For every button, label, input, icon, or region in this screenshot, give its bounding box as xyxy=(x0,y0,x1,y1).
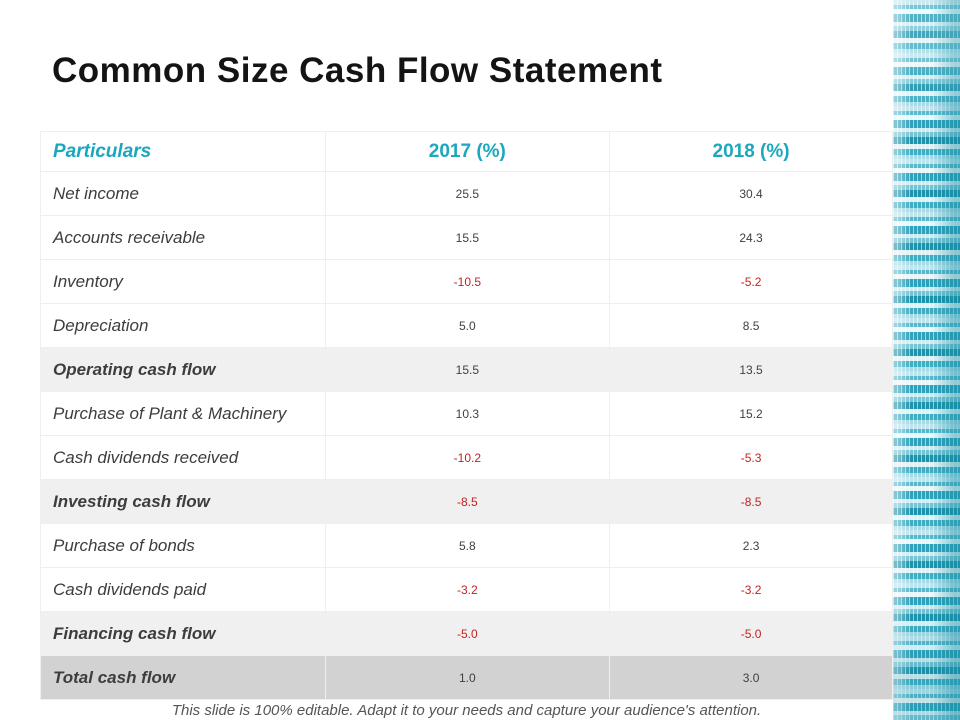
row-value: -3.2 xyxy=(609,567,893,612)
table-row: Net income 25.5 30.4 xyxy=(40,171,893,216)
column-header-2018: 2018 (%) xyxy=(609,131,893,172)
row-value: 25.5 xyxy=(324,171,611,216)
row-label: Accounts receivable xyxy=(40,215,326,260)
row-value: -10.2 xyxy=(324,435,611,480)
table-row: Investing cash flow -8.5 -8.5 xyxy=(40,479,893,524)
row-value: 10.3 xyxy=(324,391,611,436)
row-value: 24.3 xyxy=(609,215,893,260)
row-label: Total cash flow xyxy=(40,655,326,700)
row-value: 15.5 xyxy=(324,347,611,392)
row-value: 8.5 xyxy=(609,303,893,348)
editable-note: This slide is 100% editable. Adapt it to… xyxy=(171,702,762,719)
row-value: -5.0 xyxy=(324,611,611,656)
table-row: Cash dividends received -10.2 -5.3 xyxy=(40,435,893,480)
table-row: Purchase of Plant & Machinery 10.3 15.2 xyxy=(40,391,893,436)
row-label: Cash dividends paid xyxy=(40,567,326,612)
row-label: Purchase of bonds xyxy=(40,523,326,568)
table-row: Purchase of bonds 5.8 2.3 xyxy=(40,523,893,568)
table-body: Net income 25.5 30.4 Accounts receivable 15.… xyxy=(40,171,893,700)
page-title: Common Size Cash Flow Statement xyxy=(52,51,663,91)
table-row: Depreciation 5.0 8.5 xyxy=(40,303,893,348)
row-value: 15.5 xyxy=(324,215,611,260)
row-value: 5.8 xyxy=(324,523,611,568)
row-value: 5.0 xyxy=(324,303,611,348)
table-row: Accounts receivable 15.5 24.3 xyxy=(40,215,893,260)
row-value: 1.0 xyxy=(324,655,611,700)
row-value: -3.2 xyxy=(324,567,611,612)
table-row: Inventory -10.5 -5.2 xyxy=(40,259,893,304)
row-label: Net income xyxy=(40,171,326,216)
row-value: -8.5 xyxy=(324,479,611,524)
row-value: 30.4 xyxy=(609,171,893,216)
row-value: -10.5 xyxy=(324,259,611,304)
coin-stack-image xyxy=(893,0,960,720)
row-label: Cash dividends received xyxy=(40,435,326,480)
row-label: Depreciation xyxy=(40,303,326,348)
cash-flow-table: Particulars 2017 (%) 2018 (%) Net income… xyxy=(40,131,893,700)
row-value: -8.5 xyxy=(609,479,893,524)
row-value: -5.0 xyxy=(609,611,893,656)
row-value: 3.0 xyxy=(609,655,893,700)
row-value: 13.5 xyxy=(609,347,893,392)
row-label: Inventory xyxy=(40,259,326,304)
row-value: -5.2 xyxy=(609,259,893,304)
row-value: 2.3 xyxy=(609,523,893,568)
column-header-2017: 2017 (%) xyxy=(324,131,611,172)
table-row: Cash dividends paid -3.2 -3.2 xyxy=(40,567,893,612)
row-value: 15.2 xyxy=(609,391,893,436)
row-value: -5.3 xyxy=(609,435,893,480)
table-row: Financing cash flow -5.0 -5.0 xyxy=(40,611,893,656)
table-row: Operating cash flow 15.5 13.5 xyxy=(40,347,893,392)
row-label: Financing cash flow xyxy=(40,611,326,656)
row-label: Investing cash flow xyxy=(40,479,326,524)
table-row: Total cash flow 1.0 3.0 xyxy=(40,655,893,700)
table-header-row: Particulars 2017 (%) 2018 (%) xyxy=(40,131,893,172)
column-header-particulars: Particulars xyxy=(40,131,326,172)
row-label: Operating cash flow xyxy=(40,347,326,392)
row-label: Purchase of Plant & Machinery xyxy=(40,391,326,436)
